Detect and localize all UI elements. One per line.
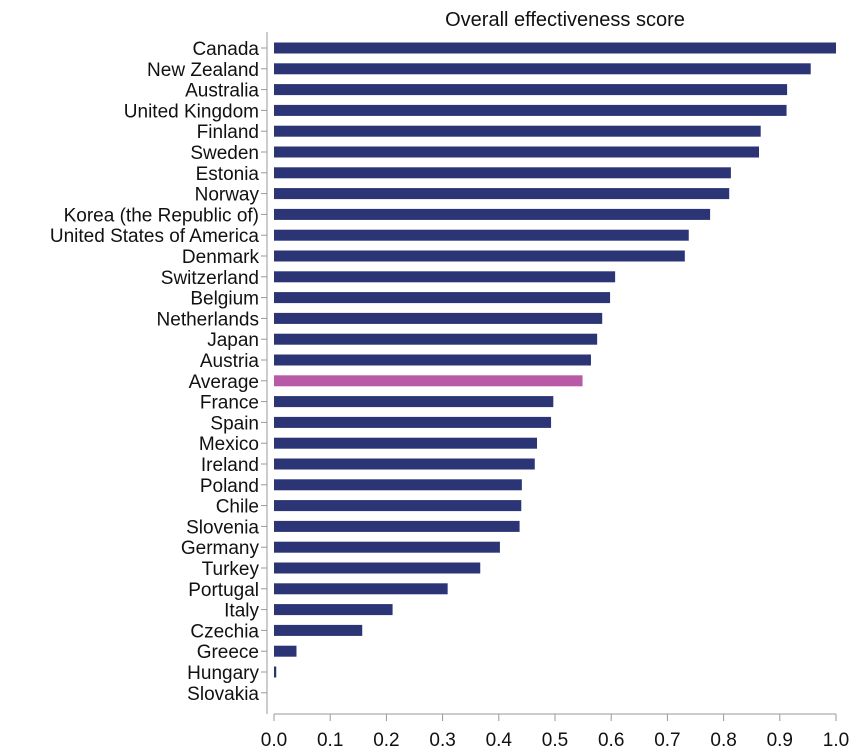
category-label: Turkey xyxy=(202,559,260,580)
category-label: Australia xyxy=(185,81,259,102)
bar-germany xyxy=(274,541,500,553)
category-label: Netherlands xyxy=(157,309,259,330)
x-tick-label: 0.8 xyxy=(710,730,736,751)
bar-poland xyxy=(274,479,522,491)
category-label: Japan xyxy=(207,330,259,351)
category-label: United States of America xyxy=(50,226,260,247)
bar-sweden xyxy=(274,146,760,158)
bar-austria xyxy=(274,354,591,366)
category-label: United Kingdom xyxy=(124,101,259,122)
bar-korea-the-republic-of xyxy=(274,208,711,220)
category-label: Ireland xyxy=(201,455,259,476)
chart-title: Overall effectiveness score xyxy=(445,9,685,31)
x-tick-label: 0.2 xyxy=(373,730,399,751)
category-label: Greece xyxy=(197,642,259,663)
bar-slovenia xyxy=(274,520,520,532)
x-tick-label: 0.9 xyxy=(767,730,793,751)
bar-japan xyxy=(274,333,598,345)
bars xyxy=(274,42,836,678)
bar-belgium xyxy=(274,292,611,304)
bar-switzerland xyxy=(274,271,616,283)
category-label: Chile xyxy=(216,497,259,518)
bar-mexico xyxy=(274,437,538,449)
category-label: Poland xyxy=(200,476,259,497)
x-axis: 0.0 0.1 0.2 0.3 0.4 0.5 0.6 0.7 0.8 0.9 1.0 xyxy=(261,713,849,751)
bar-canada xyxy=(274,42,836,54)
category-label: Germany xyxy=(181,538,260,559)
x-tick-label: 0.5 xyxy=(542,730,568,751)
x-tick-label: 0.7 xyxy=(654,730,680,751)
x-tick-label: 0.1 xyxy=(317,730,343,751)
bar-norway xyxy=(274,188,730,200)
bar-average xyxy=(274,375,583,387)
x-tick-label: 0.4 xyxy=(486,730,513,751)
bar-spain xyxy=(274,416,552,428)
category-label: Italy xyxy=(224,601,259,622)
category-label: Norway xyxy=(195,185,260,206)
bar-italy xyxy=(274,604,393,616)
bar-estonia xyxy=(274,167,731,179)
category-label: New Zealand xyxy=(147,60,259,81)
bar-united-states-of-america xyxy=(274,229,689,241)
category-label: Estonia xyxy=(196,164,260,185)
bar-denmark xyxy=(274,250,685,262)
bar-hungary xyxy=(274,666,277,678)
bar-united-kingdom xyxy=(274,104,787,116)
category-label: Slovenia xyxy=(186,517,259,538)
category-label: Average xyxy=(189,372,259,393)
category-label: Korea (the Republic of) xyxy=(64,205,259,226)
category-label: Denmark xyxy=(182,247,260,268)
bar-greece xyxy=(274,645,297,657)
category-label: Mexico xyxy=(199,434,259,455)
category-label: Hungary xyxy=(187,663,259,684)
category-label: Belgium xyxy=(190,289,259,310)
category-label: Slovakia xyxy=(187,684,259,705)
x-tick-label: 1.0 xyxy=(823,730,849,751)
category-label: Sweden xyxy=(190,143,259,164)
bar-australia xyxy=(274,84,788,96)
bar-ireland xyxy=(274,458,535,470)
bar-portugal xyxy=(274,583,448,595)
category-label: Canada xyxy=(192,39,259,60)
category-label: Spain xyxy=(210,413,259,434)
category-label: Finland xyxy=(197,122,259,143)
bar-new-zealand xyxy=(274,63,811,75)
category-label: France xyxy=(200,393,259,414)
category-label: Czechia xyxy=(190,621,259,642)
x-tick-label: 0.6 xyxy=(598,730,624,751)
x-tick-label: 0.3 xyxy=(429,730,455,751)
y-axis xyxy=(261,32,268,714)
bar-chile xyxy=(274,500,522,512)
bar-czechia xyxy=(274,624,363,636)
bar-finland xyxy=(274,125,761,137)
category-label: Switzerland xyxy=(161,268,259,289)
bar-turkey xyxy=(274,562,481,574)
x-tick-label: 0.0 xyxy=(261,730,287,751)
bar-france xyxy=(274,396,554,408)
category-label: Austria xyxy=(200,351,260,372)
category-label: Portugal xyxy=(188,580,259,601)
bar-netherlands xyxy=(274,312,603,324)
